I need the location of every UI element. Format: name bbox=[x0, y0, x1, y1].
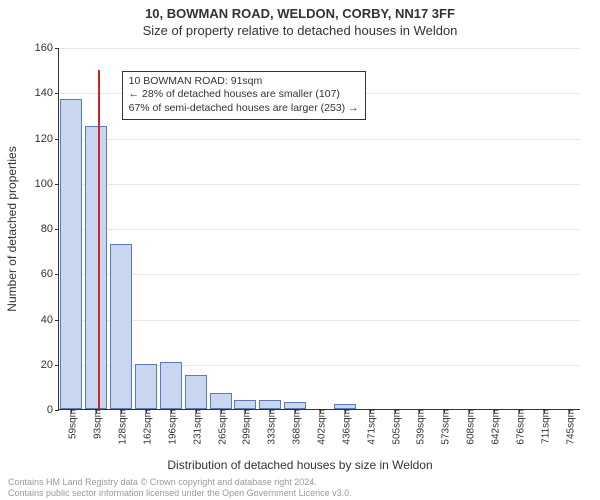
y-tick-label: 120 bbox=[35, 133, 59, 145]
gridline bbox=[59, 48, 580, 49]
x-tick-label: 333sqm bbox=[263, 409, 278, 445]
y-axis-title: Number of detached properties bbox=[5, 146, 19, 311]
x-tick-label: 676sqm bbox=[511, 409, 526, 445]
x-tick-label: 505sqm bbox=[387, 409, 402, 445]
x-tick-label: 265sqm bbox=[213, 409, 228, 445]
x-tick-label: 539sqm bbox=[412, 409, 427, 445]
chart-footer: Contains HM Land Registry data © Crown c… bbox=[8, 477, 352, 498]
x-tick-label: 573sqm bbox=[437, 409, 452, 445]
chart-subtitle: Size of property relative to detached ho… bbox=[0, 21, 600, 38]
footer-line-2: Contains public sector information licen… bbox=[8, 488, 352, 498]
y-tick-label: 0 bbox=[47, 404, 59, 416]
y-tick-label: 100 bbox=[35, 178, 59, 190]
histogram-bar bbox=[85, 126, 107, 409]
annotation-line: 67% of semi-detached houses are larger (… bbox=[129, 102, 359, 116]
gridline bbox=[59, 274, 580, 275]
y-tick-label: 160 bbox=[35, 42, 59, 54]
x-tick-label: 128sqm bbox=[114, 409, 129, 445]
histogram-bar bbox=[234, 400, 256, 409]
x-tick-label: 196sqm bbox=[163, 409, 178, 445]
x-tick-label: 642sqm bbox=[487, 409, 502, 445]
footer-line-1: Contains HM Land Registry data © Crown c… bbox=[8, 477, 352, 487]
gridline bbox=[59, 229, 580, 230]
plot-area: 02040608010012014016059sqm93sqm128sqm162… bbox=[58, 48, 580, 410]
histogram-bar bbox=[185, 375, 207, 409]
annotation-box: 10 BOWMAN ROAD: 91sqm← 28% of detached h… bbox=[122, 71, 366, 120]
x-tick-label: 299sqm bbox=[238, 409, 253, 445]
histogram-bar bbox=[135, 364, 157, 409]
x-tick-label: 745sqm bbox=[561, 409, 576, 445]
x-tick-label: 231sqm bbox=[188, 409, 203, 445]
plot-region: 02040608010012014016059sqm93sqm128sqm162… bbox=[58, 48, 580, 410]
histogram-bar bbox=[60, 99, 82, 409]
x-tick-label: 436sqm bbox=[337, 409, 352, 445]
y-tick-label: 40 bbox=[41, 314, 59, 326]
y-tick-label: 80 bbox=[41, 223, 59, 235]
x-tick-label: 608sqm bbox=[462, 409, 477, 445]
histogram-bar bbox=[284, 402, 306, 409]
histogram-bar bbox=[259, 400, 281, 409]
histogram-bar bbox=[210, 393, 232, 409]
histogram-bar bbox=[160, 362, 182, 410]
x-tick-label: 402sqm bbox=[313, 409, 328, 445]
annotation-line: ← 28% of detached houses are smaller (10… bbox=[129, 88, 359, 102]
gridline bbox=[59, 139, 580, 140]
x-tick-label: 93sqm bbox=[89, 409, 104, 439]
x-tick-label: 59sqm bbox=[64, 409, 79, 439]
gridline bbox=[59, 320, 580, 321]
chart-title: 10, BOWMAN ROAD, WELDON, CORBY, NN17 3FF bbox=[0, 0, 600, 21]
histogram-bar bbox=[110, 244, 132, 409]
x-tick-label: 162sqm bbox=[139, 409, 154, 445]
y-tick-label: 140 bbox=[35, 87, 59, 99]
chart-container: 10, BOWMAN ROAD, WELDON, CORBY, NN17 3FF… bbox=[0, 0, 600, 500]
gridline bbox=[59, 184, 580, 185]
x-axis-title: Distribution of detached houses by size … bbox=[0, 458, 600, 472]
annotation-line: 10 BOWMAN ROAD: 91sqm bbox=[129, 75, 359, 89]
y-tick-label: 60 bbox=[41, 268, 59, 280]
property-marker-line bbox=[98, 70, 100, 409]
x-tick-label: 368sqm bbox=[288, 409, 303, 445]
x-tick-label: 711sqm bbox=[536, 409, 551, 444]
x-tick-label: 471sqm bbox=[362, 409, 377, 445]
y-tick-label: 20 bbox=[41, 359, 59, 371]
